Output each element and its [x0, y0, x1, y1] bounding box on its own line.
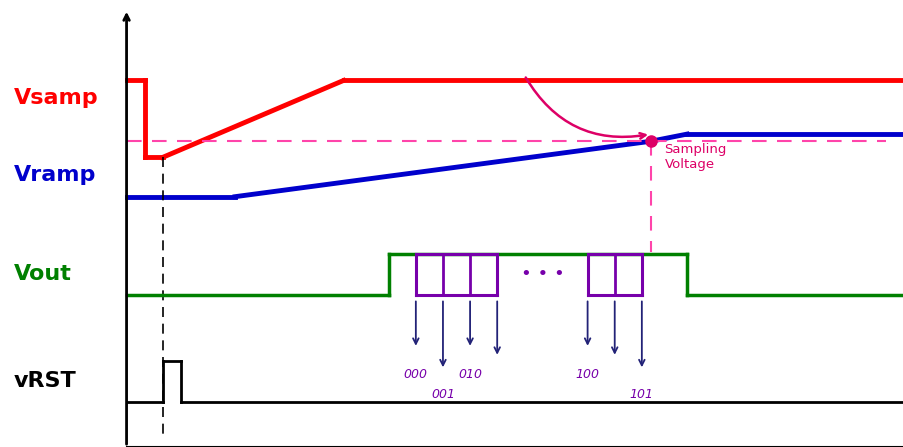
Text: Vout: Vout: [14, 264, 71, 283]
Text: vRST: vRST: [14, 371, 76, 391]
Text: Vramp: Vramp: [14, 165, 96, 185]
Text: 100: 100: [575, 368, 599, 381]
Text: Sampling
Voltage: Sampling Voltage: [664, 143, 726, 171]
Text: 010: 010: [458, 368, 481, 381]
Text: Vsamp: Vsamp: [14, 89, 98, 108]
Text: 101: 101: [629, 388, 653, 401]
Text: 000: 000: [404, 368, 427, 381]
Text: 001: 001: [431, 388, 454, 401]
Text: • • •: • • •: [520, 266, 563, 283]
